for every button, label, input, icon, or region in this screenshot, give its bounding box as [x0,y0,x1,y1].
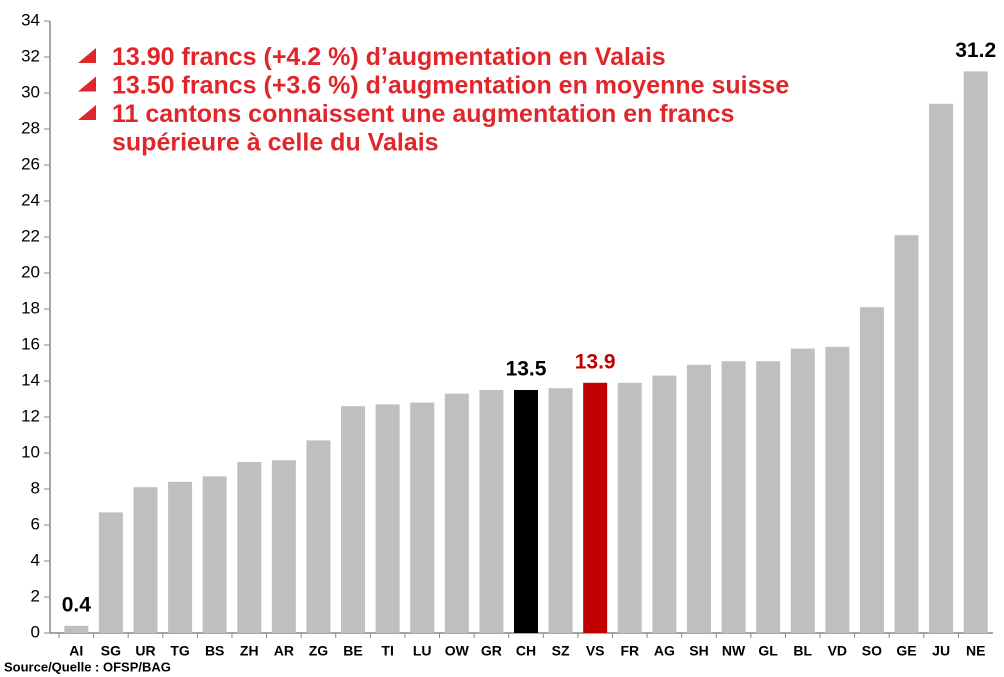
bar [548,388,573,633]
y-tick-label: 4 [31,550,40,569]
bar [756,361,781,633]
x-tick-label: GR [481,643,502,659]
y-tick-label: 6 [31,514,40,533]
bar [859,307,884,633]
x-tick-label: BE [343,643,362,659]
bar [410,402,435,633]
bar [929,103,954,634]
bar [133,487,158,633]
x-tick-label: AG [654,643,675,659]
y-tick-label: 8 [31,478,40,497]
value-label: 0.4 [62,593,92,616]
bullet [78,76,96,92]
y-tick-label: 18 [21,298,40,317]
x-tick-label: OW [445,643,470,659]
bar [617,382,642,633]
y-tick-label: 10 [21,442,40,461]
y-tick-label: 32 [21,46,40,65]
x-tick-label: SO [862,643,882,659]
bar [444,393,469,633]
value-label: 13.9 [575,350,616,373]
x-tick-label: JU [932,643,950,659]
x-tick-label: AR [274,643,294,659]
x-tick-label: ZG [309,643,329,659]
y-tick-label: 20 [21,262,40,281]
annotation: 13.50 francs (+3.6 %) d’augmentation en … [112,72,789,100]
bar [721,361,746,633]
x-tick-label: SG [101,643,121,659]
bar [790,348,815,633]
x-tick-label: GL [758,643,778,659]
bar [479,390,504,633]
x-tick-label: SZ [552,643,570,659]
y-tick-label: 30 [21,82,40,101]
bar [825,346,850,633]
bar [202,476,227,633]
bullet [78,105,96,120]
x-tick-label: NW [722,643,746,659]
bar [894,235,919,633]
value-label: 13.5 [506,358,547,381]
bar [64,625,89,633]
x-tick-label: LU [413,643,432,659]
x-tick-label: CH [516,643,536,659]
y-tick-label: 22 [21,226,40,245]
y-tick-label: 34 [21,10,40,29]
bar [514,390,538,633]
bar [583,382,608,633]
x-tick-label: VS [586,643,605,659]
bullet [78,48,96,63]
x-tick-label: UR [135,643,155,659]
y-tick-label: 16 [21,334,40,353]
bar [375,404,400,633]
x-tick-label: TG [170,643,190,659]
bar [686,364,711,633]
x-tick-label: VD [828,643,847,659]
y-tick-label: 26 [21,154,40,173]
x-tick-label: GE [896,643,916,659]
y-tick-label: 2 [31,586,40,605]
annotation: 13.90 francs (+4.2 %) d’augmentation en … [112,43,666,71]
x-tick-label: SH [689,643,708,659]
x-tick-label: BL [793,643,812,659]
bar [271,460,296,633]
y-tick-label: 12 [21,406,40,425]
bar [237,462,262,633]
source: Source/Quelle : OFSP/BAG [4,659,171,674]
annotation: supérieure à celle du Valais [112,129,439,157]
x-tick-label: TI [381,643,393,659]
bar [168,481,193,633]
y-tick-label: 24 [21,190,40,209]
bar [306,440,331,633]
bar [98,512,123,633]
bar [341,406,366,633]
bar [652,375,677,633]
x-tick-label: AI [69,643,83,659]
y-tick-label: 28 [21,118,40,137]
x-tick-label: FR [620,643,639,659]
annotation: 11 cantons connaissent une augmentation … [112,100,734,128]
y-tick-label: 0 [31,622,40,641]
y-tick-label: 14 [21,370,40,389]
value-label: 31.2 [955,39,996,62]
x-tick-label: ZH [240,643,259,659]
x-tick-label: BS [205,643,224,659]
x-tick-label: NE [966,643,985,659]
bar [963,71,988,633]
